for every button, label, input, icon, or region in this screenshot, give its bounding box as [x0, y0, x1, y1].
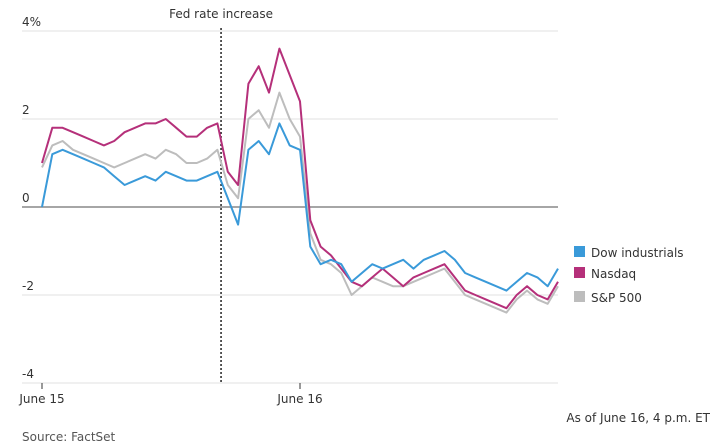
series-line [41, 47, 559, 310]
legend-label: Dow industrials [591, 246, 684, 260]
y-tick-label: -2 [22, 279, 34, 293]
y-tick-label: 0 [22, 191, 30, 205]
legend-swatch [574, 267, 585, 278]
legend-label: Nasdaq [591, 267, 636, 281]
x-tick-label: June 16 [276, 392, 322, 406]
legend-swatch [574, 246, 585, 257]
legend-swatch [574, 291, 585, 302]
series-line [41, 91, 559, 314]
y-tick-label: 2 [22, 103, 30, 117]
x-tick-label: June 15 [18, 392, 64, 406]
note: As of June 16, 4 p.m. ET [566, 411, 710, 425]
source: Source: FactSet [22, 430, 116, 444]
annotation-text: Fed rate increase [169, 7, 273, 21]
legend-label: S&P 500 [591, 291, 642, 305]
series-line [41, 122, 559, 292]
y-tick-label: -4 [22, 367, 34, 381]
y-tick-label: 4% [22, 15, 41, 29]
